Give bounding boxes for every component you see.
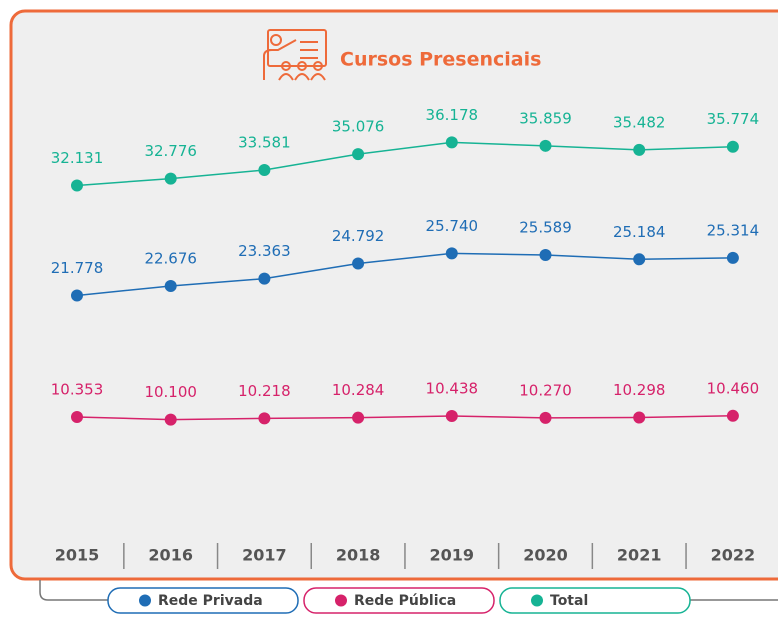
data-label: 35.774 (707, 110, 760, 128)
data-label: 25.589 (519, 218, 572, 236)
legend-marker (531, 594, 543, 607)
legend-marker (335, 594, 347, 607)
data-point (352, 148, 365, 161)
data-label: 25.314 (707, 221, 760, 239)
data-point (71, 410, 83, 423)
series-line (76, 252, 733, 297)
legend-label: Rede Privada (158, 593, 263, 609)
data-label: 32.776 (144, 142, 197, 160)
legend-marker (139, 594, 151, 607)
data-label: 32.131 (51, 149, 104, 167)
data-point (258, 164, 271, 177)
title-icon (263, 29, 327, 81)
data-label: 25.184 (613, 223, 666, 241)
data-point (633, 411, 646, 424)
data-label: 33.581 (238, 134, 291, 152)
data-point (726, 140, 739, 153)
data-label: 10.218 (238, 382, 291, 400)
data-point (445, 247, 458, 260)
data-label: 10.100 (144, 383, 197, 401)
data-label: 10.284 (332, 381, 385, 399)
x-tick-label: 2022 (711, 546, 756, 565)
data-label: 36.178 (426, 106, 479, 124)
x-tick-label: 2015 (55, 546, 100, 565)
data-point (71, 289, 83, 302)
data-point (445, 136, 458, 149)
data-label: 25.740 (426, 217, 479, 235)
data-point (164, 279, 177, 292)
data-point (164, 413, 177, 426)
legend-item (107, 587, 299, 614)
legend-label: Rede Pública (354, 593, 456, 609)
data-point (726, 409, 739, 422)
series-line (76, 415, 733, 421)
frame (9, 9, 778, 581)
data-point (258, 412, 271, 425)
data-point (445, 410, 458, 423)
data-label: 35.076 (332, 118, 385, 136)
data-label: 35.482 (613, 113, 666, 131)
legend-item (303, 587, 495, 614)
chart-title: Cursos Presenciais (340, 49, 541, 71)
data-point (539, 411, 552, 424)
data-label: 22.676 (144, 249, 197, 267)
data-point (633, 143, 646, 156)
data-point (726, 251, 739, 264)
data-label: 10.353 (51, 380, 104, 398)
data-label: 10.270 (519, 381, 572, 399)
data-point (352, 411, 365, 424)
series-line (76, 141, 733, 187)
data-label: 23.363 (238, 242, 291, 260)
x-tick-label: 2020 (523, 546, 568, 565)
data-label: 24.792 (332, 227, 385, 245)
legend-item (499, 587, 691, 614)
x-tick-label: 2016 (148, 546, 193, 565)
x-tick-label: 2019 (430, 546, 475, 565)
data-point (164, 172, 177, 185)
data-point (258, 272, 271, 285)
data-label: 35.859 (519, 109, 572, 127)
data-label: 10.438 (426, 380, 479, 398)
data-point (352, 257, 365, 270)
data-point (539, 248, 552, 261)
data-point (539, 139, 552, 152)
legend-rule (39, 580, 778, 601)
data-label: 21.778 (51, 259, 104, 277)
data-label: 10.460 (707, 379, 760, 397)
x-tick-label: 2021 (617, 546, 662, 565)
x-tick-label: 2017 (242, 546, 287, 565)
legend-label: Total (550, 593, 588, 609)
data-point (633, 253, 646, 266)
data-label: 10.298 (613, 381, 666, 399)
x-tick-label: 2018 (336, 546, 381, 565)
data-point (71, 179, 83, 192)
